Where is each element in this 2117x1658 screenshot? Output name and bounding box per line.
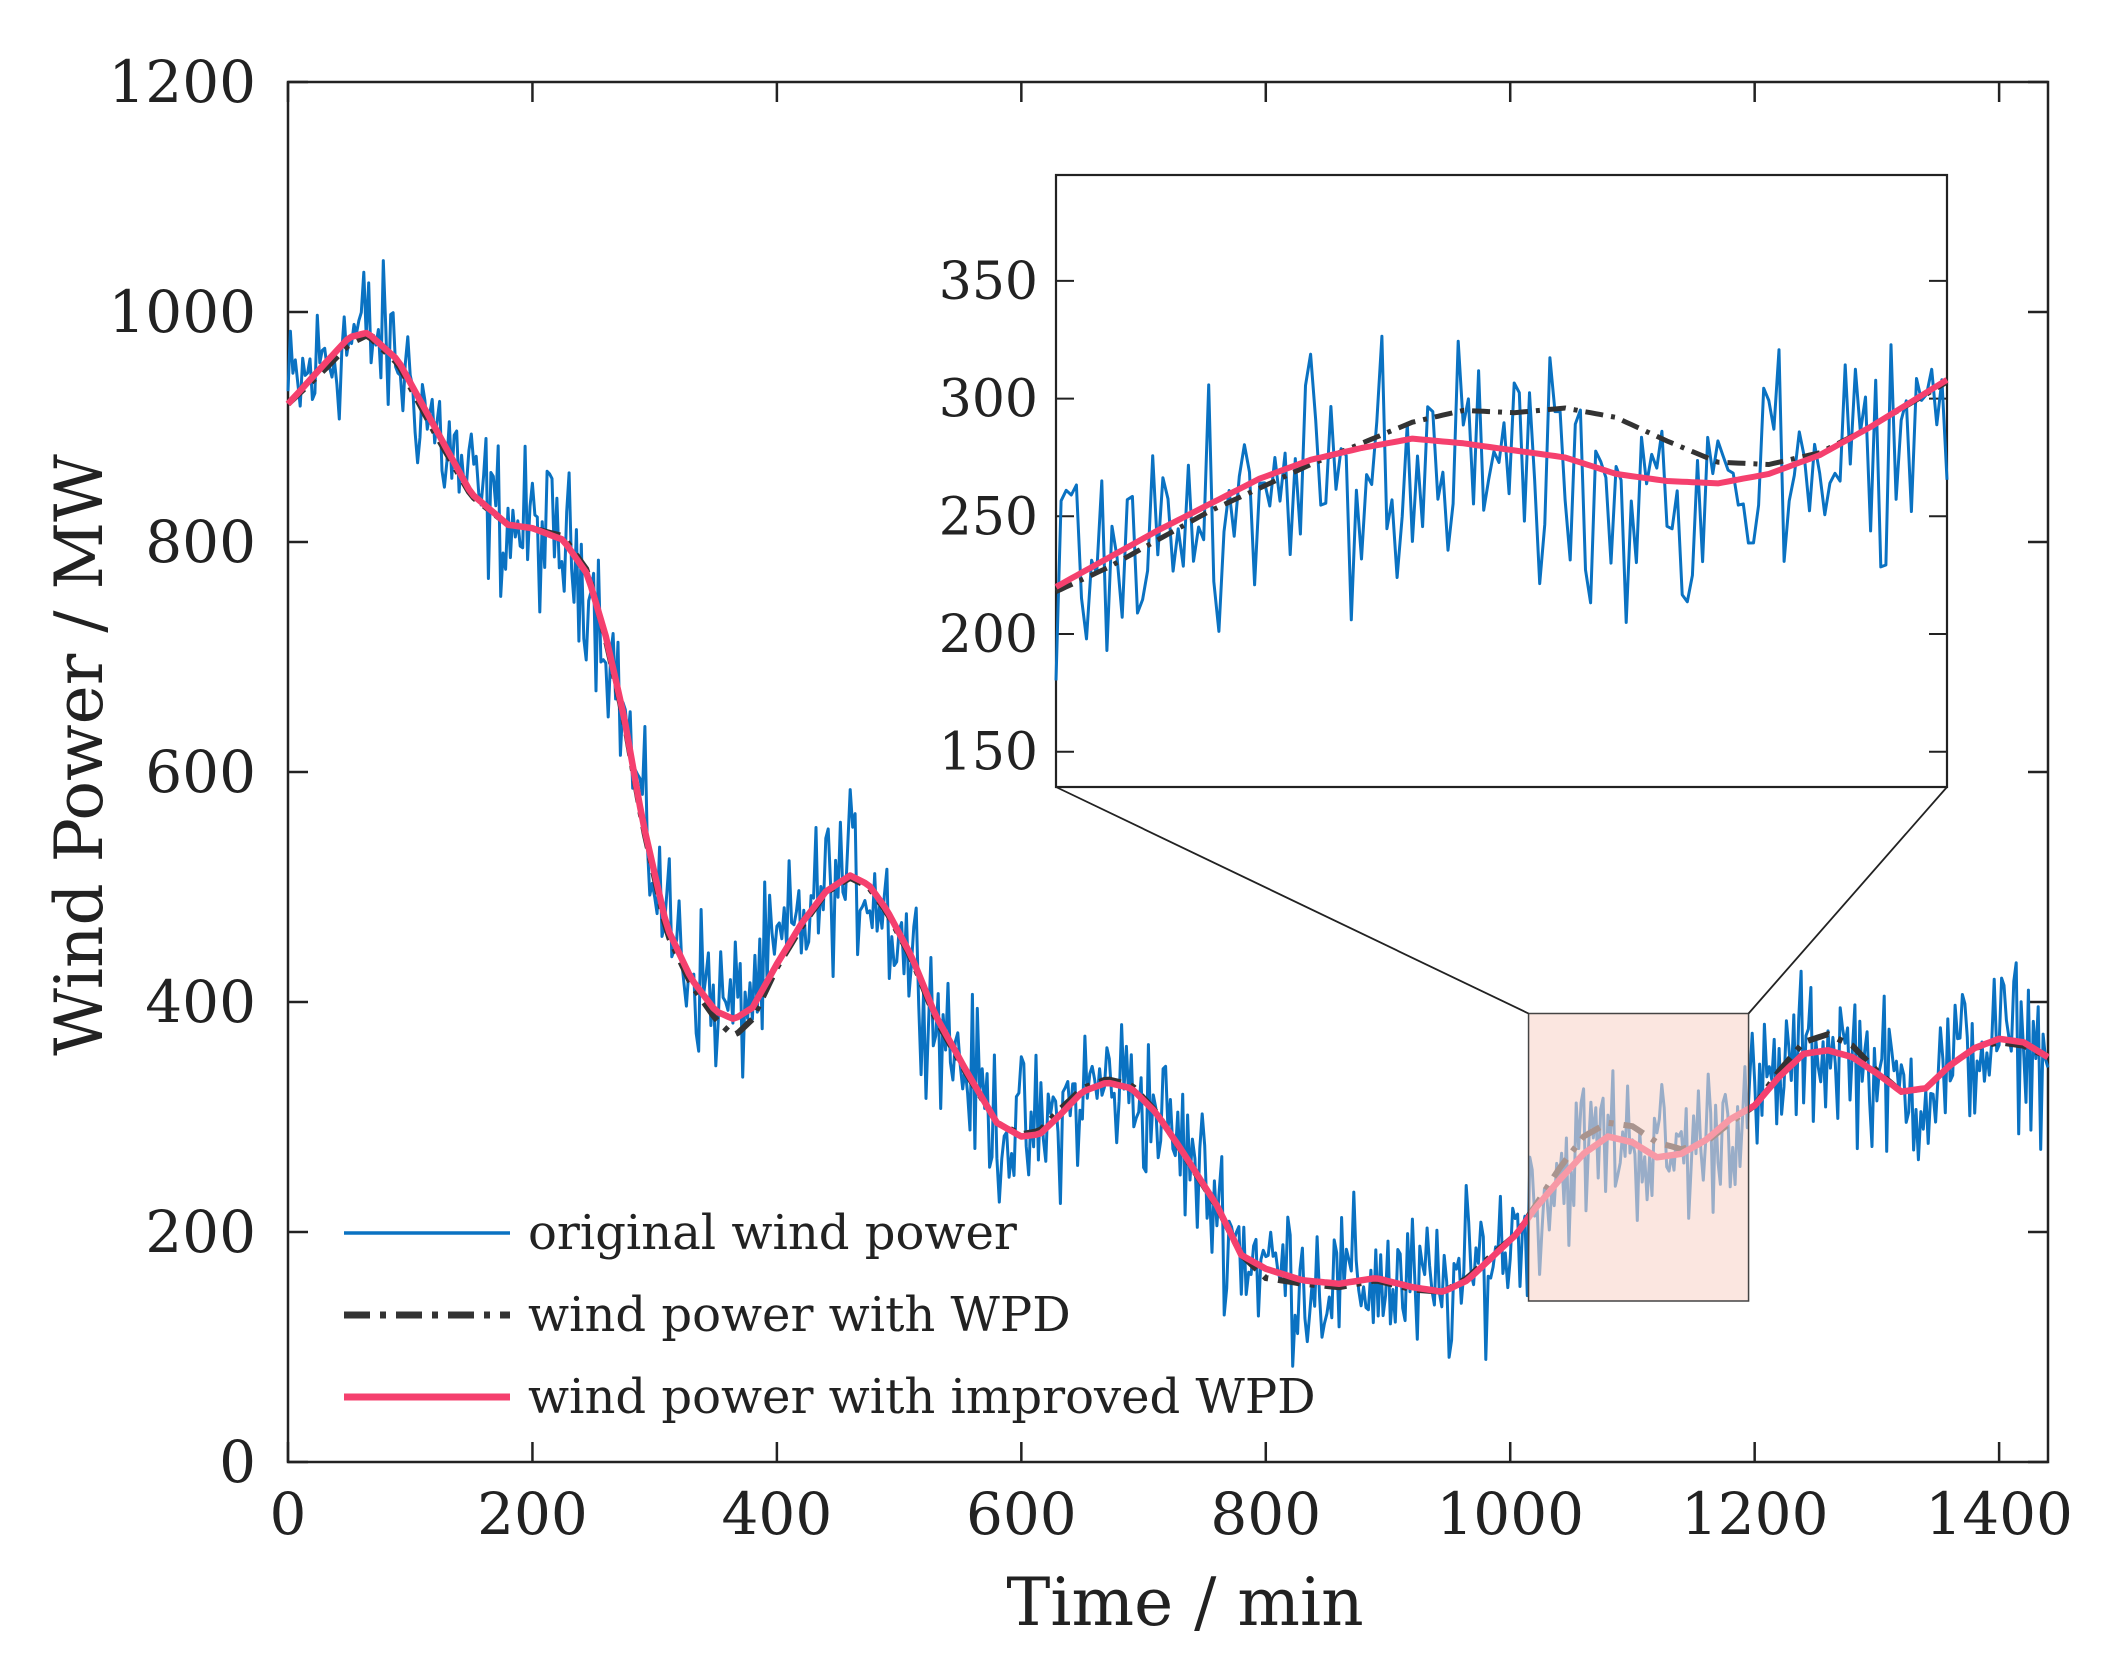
x-axis-title: Time / min [1006,1564,1363,1641]
inset-y-tick-label: 300 [939,370,1038,430]
inset-y-tick-label: 350 [939,252,1038,312]
y-tick-label: 0 [219,1428,256,1496]
inset-y-tick-label: 150 [939,723,1038,783]
zoom-region-box [1527,1012,1750,1302]
improved-wpd-wind-power-line [285,329,2050,1295]
legend-label: original wind power [528,1205,1017,1261]
y-tick-label: 600 [145,738,256,806]
inset-plot: 150 200 250 300 350 [939,173,1949,789]
inset-wpd-wind-power-line [1054,379,1949,594]
legend-label: wind power with WPD [528,1287,1071,1343]
x-tick-label: 1400 [1925,1480,2073,1548]
inset-y-tick-label: 200 [939,605,1038,665]
zoom-connectors [1055,786,1948,1015]
x-tick-label: 1000 [1436,1480,1584,1548]
x-tick-label: 400 [722,1480,833,1548]
zoom-connector-left [1055,786,1529,1015]
inset-y-tick-label: 250 [939,487,1038,547]
x-tick-label: 800 [1210,1480,1321,1548]
legend: original wind power wind power with WPD wi… [344,1205,1316,1425]
y-tick-label: 200 [145,1198,256,1266]
y-tick-label: 1000 [108,278,256,346]
x-tick-label: 0 [270,1480,307,1548]
legend-label: wind power with improved WPD [528,1369,1316,1425]
x-tick-label: 600 [966,1480,1077,1548]
y-tick-label: 800 [145,508,256,576]
inset-improved-wpd-wind-power-line [1054,377,1949,590]
x-tick-label: 200 [477,1480,588,1548]
y-axis-title: Wind Power / MW [41,454,118,1056]
zoom-connector-right [1747,786,1948,1015]
y-tick-label: 1200 [108,48,256,116]
main-plot: 0 200 400 600 800 1000 1200 1400 0 200 400 600 800 10… [108,48,2073,1548]
x-tick-label: 1200 [1681,1480,1829,1548]
y-tick-label: 400 [145,968,256,1036]
